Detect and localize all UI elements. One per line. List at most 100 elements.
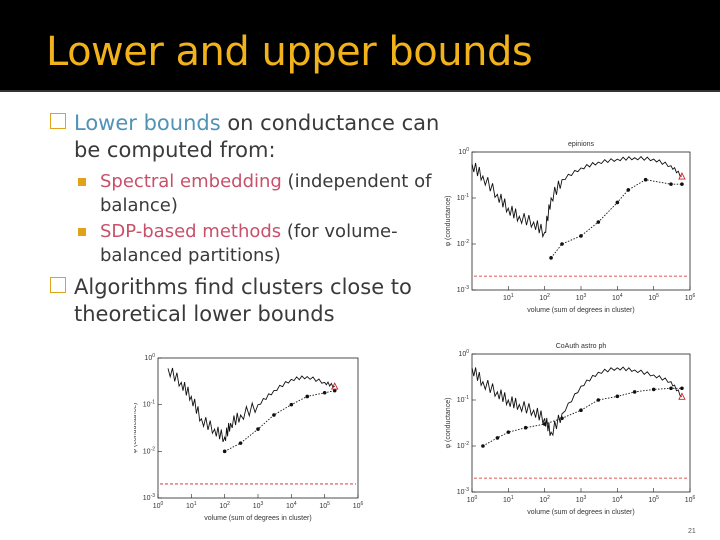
series-point (560, 416, 564, 421)
square-bullet-icon (78, 178, 86, 186)
series-point (632, 390, 637, 394)
x-axis-label: volume (sum of degrees in cluster) (527, 307, 634, 314)
y-tick-label: 10-1 (457, 395, 469, 404)
x-axis-label: volume (sum of degrees in cluster) (527, 509, 634, 516)
y-tick-label: 10-1 (457, 193, 469, 202)
series-point (596, 398, 601, 402)
series-point (322, 390, 327, 395)
y-tick-label: 100 (458, 349, 469, 358)
x-tick-label: 103 (576, 293, 587, 302)
subbullet-spectral: Spectral embedding (independent of balan… (50, 170, 440, 218)
series-line-jagged (471, 156, 682, 239)
highlight-spectral: Spectral embedding (100, 171, 282, 192)
y-tick-label: 100 (144, 353, 155, 362)
x-tick-label: 106 (353, 501, 364, 510)
y-tick-label: 10-2 (143, 446, 155, 455)
series-point (549, 256, 553, 260)
x-tick-label: 101 (503, 495, 514, 504)
subbullet-sdp: SDP-based methods (for volume-balanced p… (50, 220, 440, 268)
endpoint-triangle (678, 172, 686, 180)
chart-epinions: epinions 100 10-1 10-2 10-3 101 102 103 104 105 10… (445, 141, 696, 314)
checkbox-bullet-icon (50, 277, 66, 293)
y-tick-label: 10-3 (143, 493, 155, 502)
bullet-algorithms: Algorithms find clusters close to theore… (50, 274, 440, 328)
series-point (289, 402, 294, 407)
series-point (256, 427, 260, 431)
x-tick-label: 103 (576, 495, 587, 504)
x-tick-label: 106 (685, 495, 696, 504)
series-point (579, 408, 583, 413)
chart-title: epinions (568, 141, 595, 148)
slide-title: Lower and upper bounds (46, 29, 533, 75)
square-bullet-icon (78, 228, 86, 236)
series-point (542, 422, 547, 426)
y-tick-label: 10-3 (457, 487, 469, 496)
highlight-sdp: SDP-based methods (100, 221, 282, 242)
series-point (481, 444, 485, 448)
x-tick-label: 100 (153, 501, 164, 510)
series-point (643, 177, 648, 182)
bullet-list: Lower bounds on conductance can be compu… (50, 110, 440, 334)
series-point (615, 200, 620, 205)
series-line-dotted (224, 390, 335, 452)
x-tick-label: 102 (539, 495, 550, 504)
series-point (495, 436, 500, 440)
series-point (680, 386, 684, 391)
x-tick-label: 102 (219, 501, 230, 510)
x-tick-label: 101 (503, 293, 514, 302)
endpoint-triangle (330, 382, 339, 390)
endpoint-triangle (678, 392, 686, 400)
x-tick-label: 104 (612, 495, 623, 504)
x-tick-label: 103 (253, 501, 264, 510)
series-point (615, 394, 620, 399)
page-number: 21 (688, 528, 696, 535)
x-tick-label: 106 (685, 293, 696, 302)
y-tick-label: 10-2 (457, 441, 469, 450)
series-line-dotted (482, 387, 682, 447)
series-point (238, 441, 243, 445)
bullet-lower-bounds: Lower bounds on conductance can be compu… (50, 110, 440, 164)
x-tick-label: 104 (286, 501, 297, 510)
series-point (651, 387, 656, 392)
series-point (506, 430, 511, 434)
series-line-jagged (471, 366, 683, 437)
series-point (669, 182, 673, 186)
series-line-dotted (550, 179, 682, 259)
y-tick-label: 10-3 (457, 285, 469, 294)
series-point (626, 188, 631, 192)
x-axis-label: volume (sum of degrees in cluster) (204, 515, 311, 522)
plot-frame (471, 151, 691, 291)
series-point (305, 394, 310, 399)
highlight-lower-bounds: Lower bounds (74, 111, 221, 135)
series-point (680, 182, 684, 186)
x-tick-label: 105 (319, 501, 330, 510)
checkbox-bullet-icon (50, 113, 66, 129)
y-tick-label: 10-2 (457, 239, 469, 248)
x-tick-label: 102 (539, 293, 550, 302)
chart-title: CoAuth astro ph (556, 343, 607, 350)
series-point (596, 220, 601, 224)
y-tick-label: 10-1 (143, 400, 155, 409)
title-bar (0, 0, 720, 90)
title-rule (0, 90, 720, 92)
series-point (523, 425, 528, 430)
x-tick-label: 101 (186, 501, 197, 510)
series-point (222, 449, 227, 454)
series-point (272, 413, 276, 417)
y-axis-label: φ (conductance) (134, 403, 138, 454)
x-tick-label: 104 (612, 293, 623, 302)
series-point (579, 234, 583, 238)
series-point (669, 386, 673, 391)
plot-frame (471, 353, 691, 493)
x-tick-label: 105 (648, 293, 659, 302)
y-tick-label: 100 (458, 147, 469, 156)
y-axis-label: φ (conductance) (445, 398, 452, 449)
x-tick-label: 105 (648, 495, 659, 504)
series-point (560, 242, 564, 246)
series-point (332, 388, 337, 393)
x-tick-label: 100 (467, 495, 478, 504)
y-axis-label: φ (conductance) (445, 196, 452, 247)
series-line-jagged (167, 367, 335, 443)
